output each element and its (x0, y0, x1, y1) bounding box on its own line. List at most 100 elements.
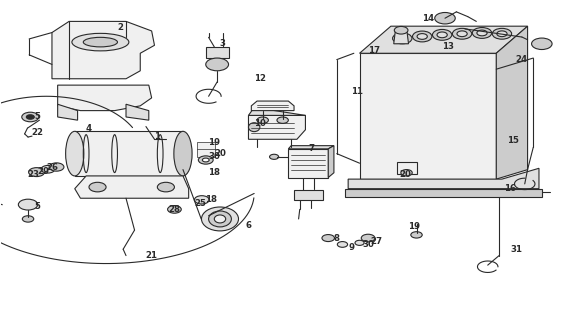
Text: 18: 18 (208, 168, 220, 177)
Polygon shape (294, 190, 323, 200)
Circle shape (198, 156, 213, 164)
Circle shape (202, 158, 209, 162)
Text: 20: 20 (214, 149, 226, 158)
Circle shape (457, 31, 467, 36)
Text: 18: 18 (206, 195, 218, 204)
Ellipse shape (214, 215, 226, 223)
Text: 12: 12 (254, 74, 266, 83)
Text: 5: 5 (35, 202, 41, 211)
Circle shape (49, 163, 64, 171)
Polygon shape (360, 26, 528, 53)
Text: 24: 24 (516, 55, 528, 64)
Text: 27: 27 (371, 237, 383, 246)
Circle shape (417, 34, 427, 39)
Circle shape (158, 182, 174, 192)
Polygon shape (58, 85, 152, 111)
Bar (397, 162, 416, 174)
Ellipse shape (83, 37, 118, 47)
Polygon shape (328, 146, 334, 178)
Circle shape (18, 199, 38, 210)
Text: 20: 20 (399, 170, 411, 179)
Polygon shape (394, 30, 408, 44)
Polygon shape (345, 189, 542, 197)
Circle shape (29, 168, 45, 177)
Ellipse shape (66, 131, 84, 176)
Text: 25: 25 (194, 198, 206, 207)
Circle shape (194, 196, 209, 204)
Circle shape (89, 182, 106, 192)
Text: 19: 19 (408, 222, 420, 231)
Circle shape (277, 117, 288, 123)
Circle shape (401, 170, 412, 176)
Polygon shape (206, 47, 228, 58)
Circle shape (142, 135, 156, 143)
Circle shape (257, 117, 268, 123)
Circle shape (492, 28, 512, 39)
Circle shape (437, 32, 447, 38)
Text: 5: 5 (35, 113, 41, 122)
Circle shape (477, 30, 487, 36)
Polygon shape (288, 149, 328, 178)
Text: 31: 31 (510, 245, 522, 254)
Ellipse shape (72, 33, 129, 51)
Text: 17: 17 (368, 45, 380, 55)
Circle shape (432, 29, 452, 40)
Circle shape (337, 242, 348, 247)
Text: 13: 13 (442, 42, 454, 52)
Polygon shape (248, 116, 305, 139)
Text: 16: 16 (505, 184, 517, 193)
Circle shape (168, 205, 181, 213)
Text: 26: 26 (46, 164, 58, 172)
Circle shape (497, 31, 507, 36)
Circle shape (395, 27, 408, 34)
Polygon shape (496, 26, 528, 179)
Text: 15: 15 (508, 136, 519, 145)
Text: 30: 30 (362, 240, 374, 249)
Text: 4: 4 (86, 124, 92, 132)
Text: 29: 29 (38, 167, 50, 176)
Text: 28: 28 (168, 205, 180, 214)
Text: 2: 2 (117, 23, 123, 32)
Circle shape (22, 216, 34, 222)
Text: 19: 19 (208, 138, 220, 147)
Polygon shape (126, 104, 149, 120)
Circle shape (435, 12, 455, 24)
Ellipse shape (208, 211, 231, 227)
Bar (197, 142, 215, 157)
Circle shape (393, 33, 412, 44)
Polygon shape (251, 101, 294, 111)
Text: 30: 30 (208, 152, 220, 161)
Text: 8: 8 (334, 234, 340, 243)
Circle shape (26, 115, 34, 119)
Circle shape (411, 232, 422, 238)
Circle shape (532, 38, 552, 50)
Text: 21: 21 (146, 251, 158, 260)
Polygon shape (288, 146, 334, 149)
Text: 7: 7 (308, 144, 314, 153)
Circle shape (355, 240, 364, 245)
Circle shape (361, 234, 375, 242)
Circle shape (322, 235, 335, 242)
Circle shape (452, 28, 472, 39)
Ellipse shape (248, 123, 260, 132)
Text: 1: 1 (154, 132, 160, 140)
Circle shape (397, 36, 407, 41)
Text: 10: 10 (254, 119, 266, 128)
Circle shape (140, 142, 158, 152)
Polygon shape (52, 21, 155, 79)
Circle shape (22, 112, 39, 122)
Polygon shape (248, 108, 305, 116)
Text: 23: 23 (27, 170, 39, 179)
Polygon shape (75, 176, 188, 198)
Text: 22: 22 (32, 128, 44, 137)
Ellipse shape (174, 131, 192, 176)
Text: 14: 14 (422, 14, 434, 23)
Polygon shape (75, 131, 183, 176)
Text: 11: 11 (351, 87, 363, 96)
Text: 9: 9 (348, 243, 354, 252)
Text: 3: 3 (220, 39, 226, 48)
Circle shape (270, 154, 279, 159)
Polygon shape (360, 53, 496, 179)
Circle shape (41, 165, 55, 173)
Circle shape (472, 28, 492, 38)
